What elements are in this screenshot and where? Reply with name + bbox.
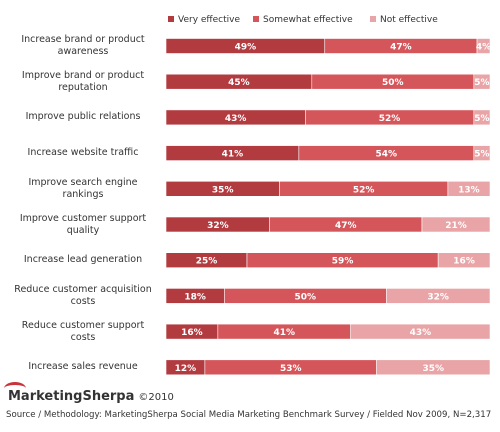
category-label: Reduce customer acquisition costs [14,283,152,307]
bar-segment [473,109,491,126]
legend-swatch [168,16,174,22]
value-label: 47% [390,43,412,53]
category-label: Improve public relations [25,111,141,123]
bar-segment [476,38,491,54]
copyright: ©2010 [138,392,174,403]
brand-name: MarketingSherpa [8,389,135,404]
category-label: Increase brand or product awareness [21,34,145,57]
value-label: 50% [295,292,317,302]
value-label: 5% [474,78,489,88]
value-label: 4% [476,43,491,53]
bar-segment [386,288,491,304]
value-label: 13% [458,185,480,195]
value-label: 5% [474,114,489,124]
value-label: 53% [280,364,302,374]
value-label: 5% [474,150,489,160]
value-label: 32% [427,292,449,302]
bar-segment [376,359,491,376]
category-label: Reduce customer support costs [21,319,145,343]
category-label: Improve search engine rankings [28,176,138,200]
bar-segment [350,323,491,340]
value-label: 25% [196,257,218,267]
value-label: 32% [207,221,229,231]
bar-segment [421,216,491,233]
bar-segment [473,73,491,90]
value-label: 50% [382,78,404,88]
bar-segment [437,252,491,268]
legend-swatch [253,16,259,22]
value-label: 54% [376,150,398,160]
legend-label: Somewhat effective [263,15,353,25]
value-label: 21% [445,221,467,231]
value-label: 52% [379,114,401,124]
legend-swatch [370,16,376,22]
value-label: 47% [335,221,357,231]
value-label: 41% [273,328,295,338]
category-label: Improve customer support quality [19,212,147,236]
value-label: 12% [175,364,197,374]
value-label: 52% [353,185,375,195]
category-label: Increase sales revenue [28,361,138,373]
legend-label: Not effective [380,15,438,25]
bar-segment [473,145,491,161]
logo-swoosh [4,382,26,395]
value-label: 35% [212,185,234,195]
value-label: 41% [222,150,244,160]
value-label: 35% [423,364,445,374]
value-label: 16% [453,257,475,267]
value-label: 59% [332,257,354,267]
legend-label: Very effective [178,15,240,25]
bar-segment [447,181,491,197]
category-label: Increase lead generation [23,254,143,266]
category-label: Improve brand or product reputation [21,69,145,93]
value-label: 45% [228,78,250,88]
value-label: 18% [184,292,206,302]
brand: MarketingSherpa ©2010 [8,389,174,404]
value-label: 49% [235,43,257,53]
source: Source / Methodology: MarketingSherpa So… [6,410,492,420]
value-label: 16% [181,328,203,338]
value-label: 43% [410,328,432,338]
category-label: Increase website traffic [27,147,139,159]
value-label: 43% [225,114,247,124]
